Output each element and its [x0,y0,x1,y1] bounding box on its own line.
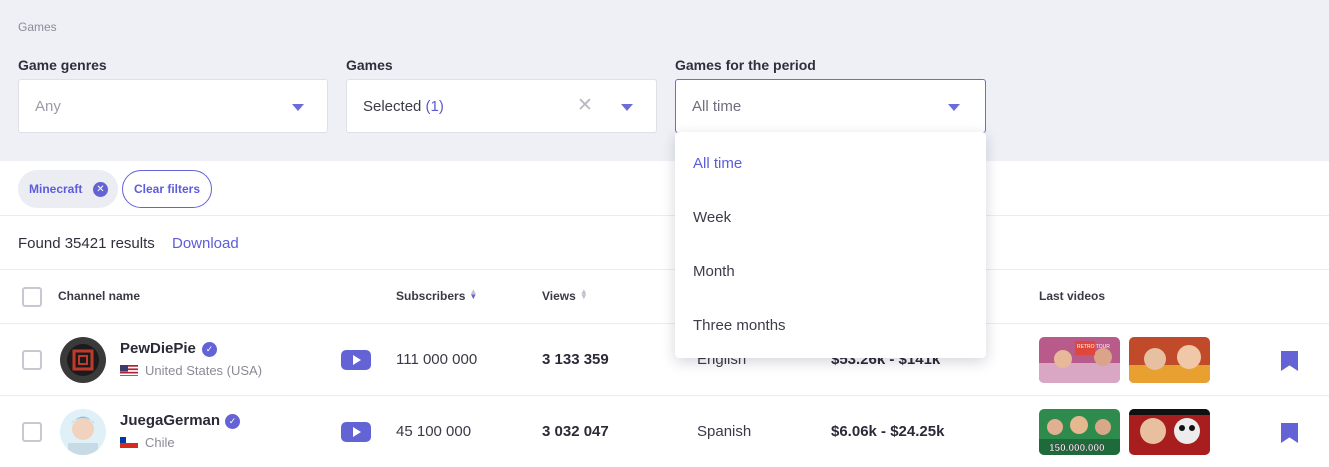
avatar [60,337,106,383]
caret-down-icon [948,104,960,111]
video-thumbnail[interactable] [1129,337,1210,383]
sort-icon: ▲ ▼ [469,287,477,301]
avatar [60,409,106,455]
clear-filters-button[interactable]: Clear filters [122,170,212,208]
language-value: Spanish [697,423,752,440]
results-bar: Found 35421 results Download [0,216,1329,270]
views-value: 3 133 359 [542,351,609,368]
video-thumbnail[interactable]: 150.000.000 [1039,409,1120,455]
genres-select[interactable]: Any [18,79,328,133]
period-dropdown: All time Week Month Three months [675,132,986,358]
period-option-month[interactable]: Month [693,263,735,280]
bookmark-icon[interactable] [1281,351,1298,371]
subscribers-value: 45 100 000 [396,423,472,440]
caret-down-icon [621,104,633,111]
games-label: Games [346,57,393,73]
chip-label: Minecraft [29,182,83,196]
games-value: Selected (1) [363,98,444,115]
thumb-text: 150.000.000 [1049,443,1105,454]
genres-value: Any [35,98,61,115]
video-thumbnail[interactable] [1129,409,1210,455]
thumb-text: RETRO TOUR [1077,344,1110,350]
col-last-videos: Last videos [1039,289,1106,303]
active-filters: Minecraft ✕ Clear filters [0,161,1329,216]
channel-name[interactable]: PewDiePie [120,340,196,357]
sort-icon: ▲ ▼ [579,287,588,301]
row-checkbox[interactable] [22,422,42,442]
period-value: All time [692,98,742,115]
youtube-icon[interactable] [341,422,371,442]
col-channel-name: Channel name [58,289,141,303]
period-option-all-time[interactable]: All time [693,155,743,172]
price-value: $6.06k - $24.25k [831,423,945,440]
channel-name[interactable]: JuegaGerman [120,412,221,429]
chip-remove-icon[interactable]: ✕ [93,182,108,197]
clear-x-icon[interactable]: ✕ [577,95,593,116]
bookmark-icon[interactable] [1281,423,1298,443]
video-thumbnail[interactable]: RETRO TOUR [1039,337,1120,383]
caret-down-icon [292,104,304,111]
col-views[interactable]: Views ▲ ▼ [542,287,588,304]
table-row[interactable]: PewDiePie ✓ United States (USA) 111 000 … [0,324,1329,396]
period-label: Games for the period [675,57,816,73]
table-row[interactable]: JuegaGerman ✓ Chile 45 100 000 3 032 047… [0,396,1329,467]
genres-label: Game genres [18,57,107,73]
us-flag-icon [120,364,138,376]
youtube-icon[interactable] [341,350,371,370]
breadcrumb: Games [18,20,57,34]
verified-icon: ✓ [202,342,217,357]
channel-country: United States (USA) [145,363,263,378]
chile-flag-icon [120,436,138,448]
period-option-week[interactable]: Week [693,209,732,226]
games-count: (1) [425,98,444,115]
col-subscribers[interactable]: Subscribers ▲ ▼ [396,287,477,304]
views-value: 3 032 047 [542,423,609,440]
select-all-checkbox[interactable] [22,287,42,307]
results-count: Found 35421 results [18,235,155,252]
channel-country: Chile [145,435,175,450]
row-checkbox[interactable] [22,350,42,370]
period-option-three-months[interactable]: Three months [693,317,786,334]
filters-panel: Games Game genres Any Games Selected (1)… [0,0,1329,161]
download-link[interactable]: Download [172,235,239,252]
filter-chip-minecraft: Minecraft ✕ [18,170,118,208]
period-select[interactable]: All time [675,79,986,133]
games-select[interactable]: Selected (1) ✕ [346,79,657,133]
verified-icon: ✓ [225,414,240,429]
table-header: Channel name Subscribers ▲ ▼ Views ▲ ▼ Last … [0,270,1329,324]
subscribers-value: 111 000 000 [396,351,478,368]
